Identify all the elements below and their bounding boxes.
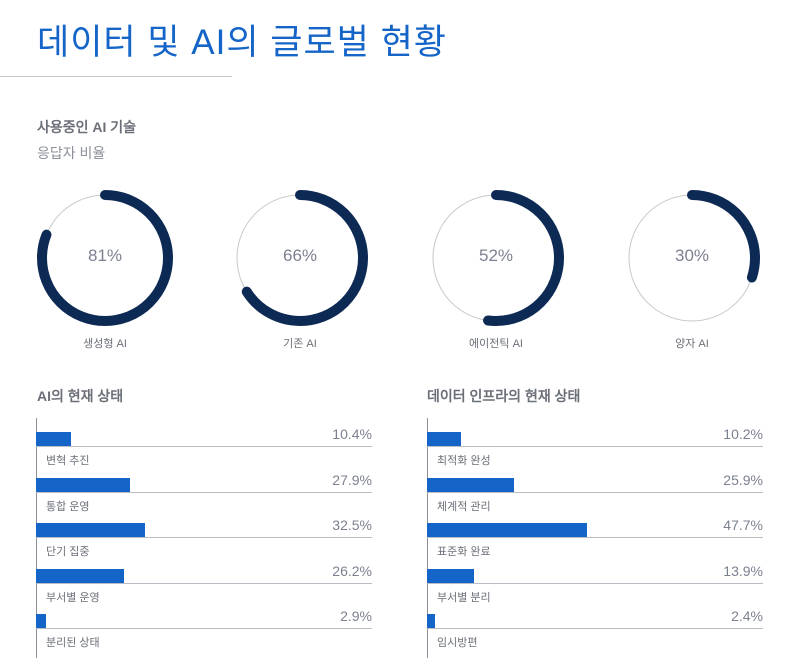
bar [36, 614, 46, 628]
donut-arc [428, 190, 564, 326]
bar-baseline [36, 582, 372, 584]
bar-baseline [427, 446, 763, 447]
donut-chart: 81% 생성형 AI [35, 188, 175, 350]
bar [427, 568, 474, 583]
donut-percent: 66% [282, 246, 318, 265]
bar-category-label: 체계적 관리 [437, 500, 491, 513]
donut-percent: 52% [478, 246, 514, 265]
bar-baseline [36, 537, 372, 538]
bar-value-label: 47.7% [723, 517, 763, 533]
bar-row: 26.2% 부서별 운영 [36, 563, 372, 614]
bar-row: 13.9% 부서별 분리 [427, 563, 763, 614]
bar-value-label: 2.9% [340, 608, 372, 624]
bar-baseline [427, 628, 763, 629]
bar-value-label: 26.2% [332, 562, 372, 579]
bar-value-label: 13.9% [723, 562, 763, 579]
data-infra-status-title: 데이터 인프라의 현재 상태 [427, 388, 581, 404]
bar [427, 614, 436, 628]
bar-category-label: 부서별 운영 [46, 591, 100, 604]
page-title: 데이터 및 AI의 글로벌 현황 [37, 23, 447, 62]
ai-status-title: AI의 현재 상태 [37, 388, 124, 404]
donut-chart: 30% 양자 AI [622, 188, 762, 350]
donut-percent: 81% [87, 246, 123, 265]
donut-arc [37, 190, 173, 326]
bar-value-label: 2.4% [731, 608, 763, 624]
bar-value-label: 32.5% [332, 517, 372, 533]
bar-category-label: 분리된 상태 [46, 637, 100, 649]
donut-percent: 30% [674, 246, 710, 265]
bar-value-label: 10.2% [723, 426, 763, 442]
bar [36, 432, 71, 446]
bar-baseline [427, 582, 763, 584]
bar-category-label: 표준화 완료 [437, 546, 491, 558]
bar-category-label: 변혁 추진 [46, 455, 90, 467]
title-divider [0, 76, 232, 77]
bar-category-label: 임시방편 [437, 637, 478, 649]
bar-category-label: 단기 집중 [46, 546, 90, 558]
bar [36, 477, 130, 492]
bar-row: 10.4% 변혁 추진 [36, 426, 372, 477]
donut-arc [232, 190, 368, 326]
donut-label: 에이전틱 AI [469, 338, 523, 350]
bar-value-label: 25.9% [723, 471, 763, 488]
bar-category-label: 통합 운영 [46, 500, 90, 513]
bar [427, 477, 515, 492]
bar-axis [36, 418, 37, 658]
donut-label: 양자 AI [675, 338, 709, 350]
bar-row: 10.2% 최적화 완성 [427, 426, 763, 477]
bar-category-label: 최적화 완성 [437, 455, 491, 467]
donut-chart: 66% 기존 AI [230, 188, 370, 350]
bar-row: 27.9% 통합 운영 [36, 472, 372, 523]
bar-value-label: 27.9% [332, 471, 372, 488]
bar-category-label: 부서별 분리 [437, 591, 491, 604]
bar-baseline [36, 446, 372, 447]
bar-baseline [427, 491, 763, 493]
bar-axis [427, 418, 428, 658]
bar-baseline [36, 491, 372, 493]
bar-row: 25.9% 체계적 관리 [427, 472, 763, 523]
usage-section-subtitle: 응답자 비율 [37, 145, 106, 161]
bar [36, 523, 146, 537]
bar-baseline [36, 628, 372, 629]
usage-section-title: 사용중인 AI 기술 [37, 119, 137, 135]
bar-row: 32.5% 단기 집중 [36, 517, 372, 568]
donut-label: 생성형 AI [83, 338, 127, 350]
donut-arc [624, 190, 760, 326]
bar-row: 47.7% 표준화 완료 [427, 517, 763, 568]
bar [427, 523, 588, 537]
bar-row: 2.4% 임시방편 [427, 608, 763, 659]
bar-value-label: 10.4% [332, 426, 372, 442]
donut-label: 기존 AI [283, 338, 317, 350]
donut-chart: 52% 에이전틱 AI [426, 188, 566, 350]
bar-row: 2.9% 분리된 상태 [36, 608, 372, 659]
bar [427, 432, 462, 446]
bar [36, 568, 125, 583]
bar-baseline [427, 537, 763, 538]
